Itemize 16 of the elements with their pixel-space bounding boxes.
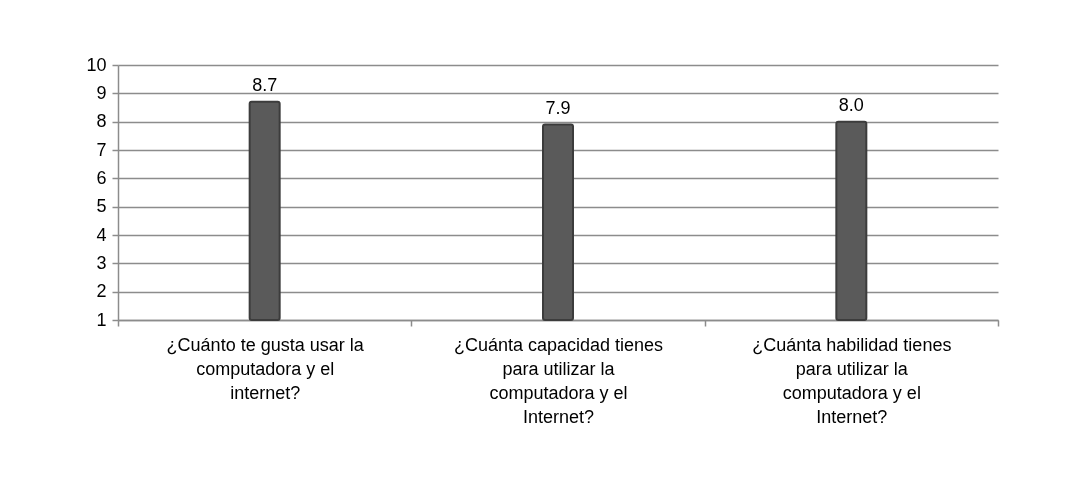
y-tick-label: 7 bbox=[96, 139, 107, 160]
x-tick-label: ¿Cuánta habilidad tienes para utilizar la computadora y el Internet? bbox=[752, 334, 952, 427]
x-tick-label: ¿Cuánto te gusta usar la computadora y el internet? bbox=[166, 334, 365, 403]
y-tick-label: 2 bbox=[96, 281, 107, 302]
y-tick-label: 4 bbox=[96, 224, 107, 245]
y-tick-label: 8 bbox=[96, 111, 107, 132]
x-tick-label: ¿Cuánta capacidad tienes para utilizar la computadora y el Internet? bbox=[453, 334, 664, 427]
y-tick-label: 6 bbox=[96, 167, 107, 188]
y-tick-label: 9 bbox=[96, 82, 107, 103]
data-label: 8.0 bbox=[838, 94, 864, 115]
y-tick-label: 5 bbox=[96, 196, 107, 217]
y-tick-label: 10 bbox=[86, 54, 107, 75]
y-tick-label: 1 bbox=[96, 309, 107, 330]
data-label: 8.7 bbox=[252, 74, 278, 95]
y-tick-label: 3 bbox=[96, 252, 107, 273]
data-label: 7.9 bbox=[545, 97, 571, 118]
